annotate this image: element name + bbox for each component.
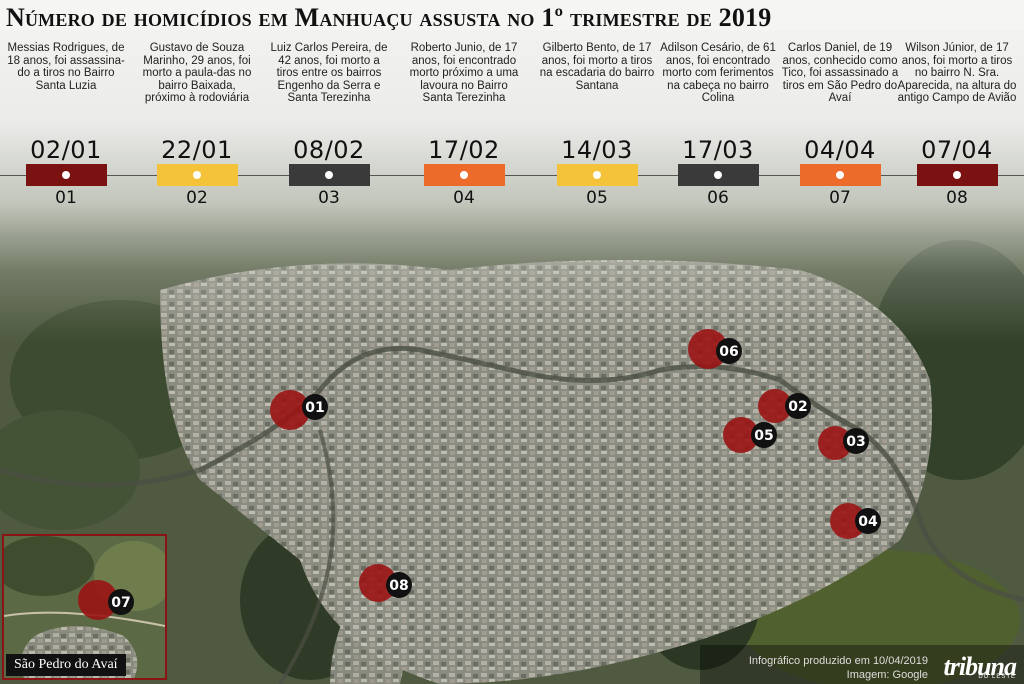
event-date-03: 08/02 [293, 136, 365, 164]
event-number-06: 06 [707, 188, 729, 208]
event-date-08: 07/04 [921, 136, 993, 164]
svg-text:05: 05 [754, 428, 773, 444]
tribuna-logo-sub: DO LESTE [978, 674, 1016, 680]
event-description-01: Messias Rodrigues, de 18 anos, foi assas… [7, 42, 125, 92]
event-description-08: Wilson Júnior, de 17 anos, foi morto a t… [897, 42, 1017, 105]
event-number-07: 07 [829, 188, 851, 208]
event-number-08: 08 [946, 188, 968, 208]
event-date-02: 22/01 [161, 136, 233, 164]
event-date-04: 17/02 [428, 136, 500, 164]
page-title: Número de homicídios em Manhuaçu assusta… [6, 3, 772, 32]
inset-label: São Pedro do Avaí [6, 654, 126, 676]
event-description-03: Luiz Carlos Pereira, de 42 anos, foi mor… [270, 42, 388, 105]
map-marker-08[interactable]: 08 [359, 564, 412, 602]
event-number-01: 01 [55, 188, 77, 208]
event-number-05: 05 [586, 188, 608, 208]
event-description-02: Gustavo de Souza Marinho, 29 anos, foi m… [142, 42, 252, 105]
tribuna-logo: tribuna [943, 652, 1017, 681]
timeline-bar-03[interactable] [289, 164, 370, 186]
event-description-05: Gilberto Bento, de 17 anos, foi morto a … [539, 42, 655, 92]
event-date-06: 17/03 [682, 136, 754, 164]
event-number-03: 03 [318, 188, 340, 208]
event-description-04: Roberto Junio, de 17 anos, foi encontrad… [409, 42, 519, 105]
timeline-dot-icon [460, 171, 468, 179]
svg-text:01: 01 [305, 400, 324, 416]
event-number-02: 02 [186, 188, 208, 208]
event-description-07: Carlos Daniel, de 19 anos, conhecido com… [781, 42, 899, 105]
timeline-line [0, 175, 1024, 176]
timeline-bar-06[interactable] [678, 164, 759, 186]
timeline-dot-icon [593, 171, 601, 179]
event-date-07: 04/04 [804, 136, 876, 164]
event-date-05: 14/03 [561, 136, 633, 164]
event-date-01: 02/01 [30, 136, 102, 164]
svg-text:06: 06 [719, 344, 738, 360]
timeline-bar-02[interactable] [157, 164, 238, 186]
timeline-bar-07[interactable] [800, 164, 881, 186]
svg-text:04: 04 [858, 514, 878, 530]
timeline-dot-icon [953, 171, 961, 179]
timeline-bar-05[interactable] [557, 164, 638, 186]
credit-line-2: Imagem: Google [846, 669, 928, 681]
event-number-04: 04 [453, 188, 475, 208]
credit-line-1: Infográfico produzido em 10/04/2019 [748, 655, 928, 667]
svg-text:07: 07 [111, 595, 130, 611]
map-marker-02[interactable]: 02 [758, 389, 811, 423]
timeline-bar-01[interactable] [26, 164, 107, 186]
event-description-06: Adilson Cesário, de 61 anos, foi encontr… [660, 42, 776, 105]
svg-text:03: 03 [846, 434, 865, 450]
map-marker-04[interactable]: 04 [830, 503, 881, 539]
map-marker-01[interactable]: 01 [270, 390, 328, 430]
map-marker-03[interactable]: 03 [818, 426, 869, 460]
timeline-dot-icon [836, 171, 844, 179]
timeline-dot-icon [714, 171, 722, 179]
timeline-bar-04[interactable] [424, 164, 505, 186]
timeline-dot-icon [325, 171, 333, 179]
svg-text:08: 08 [389, 578, 408, 594]
map-marker-05[interactable]: 05 [723, 417, 777, 453]
timeline-bar-08[interactable] [917, 164, 998, 186]
timeline-dot-icon [193, 171, 201, 179]
timeline-dot-icon [62, 171, 70, 179]
inset-map: 07 São Pedro do Avaí [2, 534, 167, 680]
map-marker-06[interactable]: 06 [688, 329, 742, 369]
svg-text:02: 02 [788, 399, 807, 415]
map-marker-07[interactable]: 07 [78, 580, 134, 620]
